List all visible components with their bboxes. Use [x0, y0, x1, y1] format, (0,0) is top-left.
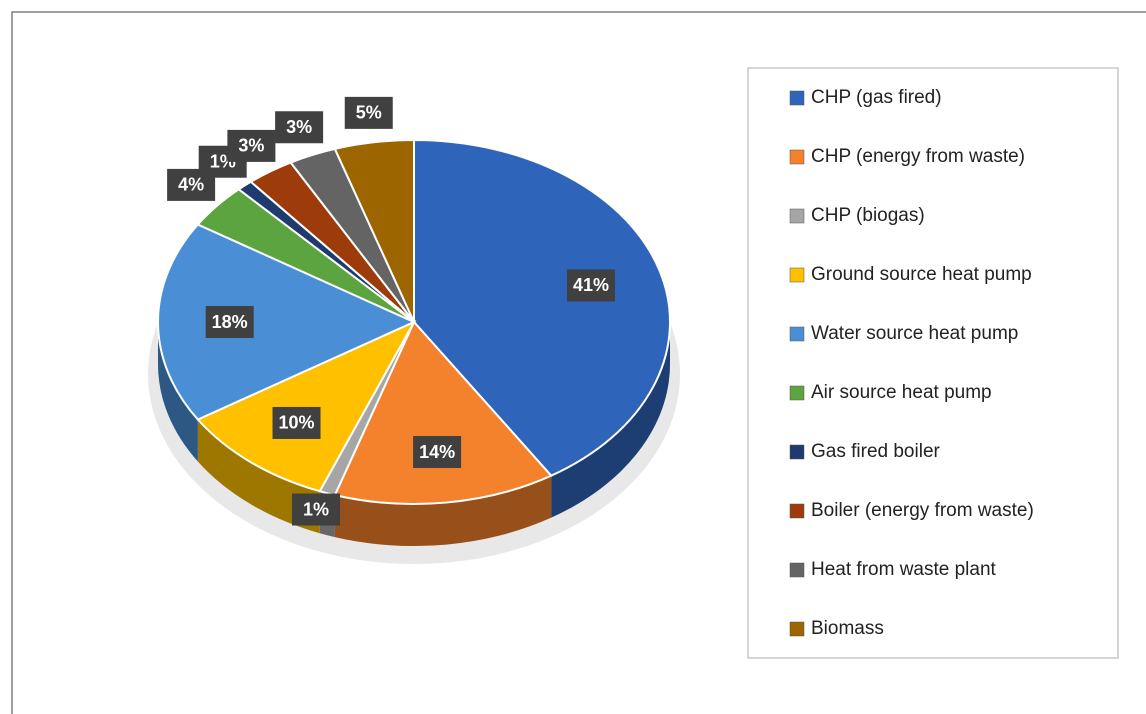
frame: [11, 11, 1146, 714]
legend-swatch: [789, 208, 805, 224]
data-label: 41%: [573, 275, 609, 295]
data-label: 4%: [178, 175, 204, 195]
legend-label: Heat from waste plant: [811, 559, 997, 580]
legend-swatch: [789, 621, 805, 637]
label-box: [292, 493, 341, 526]
slice-side-shade: [551, 322, 670, 518]
data-label: 1%: [303, 499, 329, 519]
legend-label: CHP (gas fired): [811, 87, 942, 108]
slice-side: [158, 322, 198, 462]
data-label: 18%: [212, 312, 248, 332]
slice-side-shade: [334, 475, 552, 546]
legend-swatch: [789, 326, 805, 342]
data-label: 14%: [419, 442, 455, 462]
slice: [157, 223, 417, 421]
slice-side-shade: [158, 322, 198, 462]
data-label: 3%: [238, 136, 264, 156]
legend-label: Gas fired boiler: [811, 441, 941, 462]
slice-side: [334, 475, 552, 546]
legend-label: Boiler (energy from waste): [811, 500, 1034, 521]
label-box: [205, 306, 254, 338]
label-box: [272, 406, 321, 439]
legend-label: Biomass: [811, 618, 884, 639]
legend-label: CHP (energy from waste): [811, 146, 1025, 167]
data-label: 3%: [286, 117, 312, 137]
slice: [333, 320, 553, 505]
legend-label: Water source heat pump: [811, 323, 1018, 344]
label-box: [275, 111, 324, 144]
data-label: 10%: [278, 413, 314, 433]
label-box: [567, 269, 616, 302]
slice-side: [551, 322, 670, 518]
slice: [413, 138, 671, 477]
legend-label: Ground source heat pump: [811, 264, 1032, 285]
legend-label: CHP (biogas): [811, 205, 925, 226]
legend-swatch: [789, 90, 805, 106]
legend-box: [747, 67, 1119, 659]
slice: [333, 138, 415, 323]
legend-swatch: [789, 267, 805, 283]
legend-swatch: [789, 444, 805, 460]
legend-swatch: [789, 385, 805, 401]
label-box: [344, 96, 393, 129]
slice: [196, 319, 417, 493]
label-box: [413, 436, 462, 469]
legend-label: Air source heat pump: [811, 382, 992, 403]
label-box: [227, 129, 276, 162]
legend-swatch: [789, 149, 805, 165]
data-label: 5%: [356, 103, 382, 123]
legend-swatch: [789, 503, 805, 519]
legend-swatch: [789, 562, 805, 578]
